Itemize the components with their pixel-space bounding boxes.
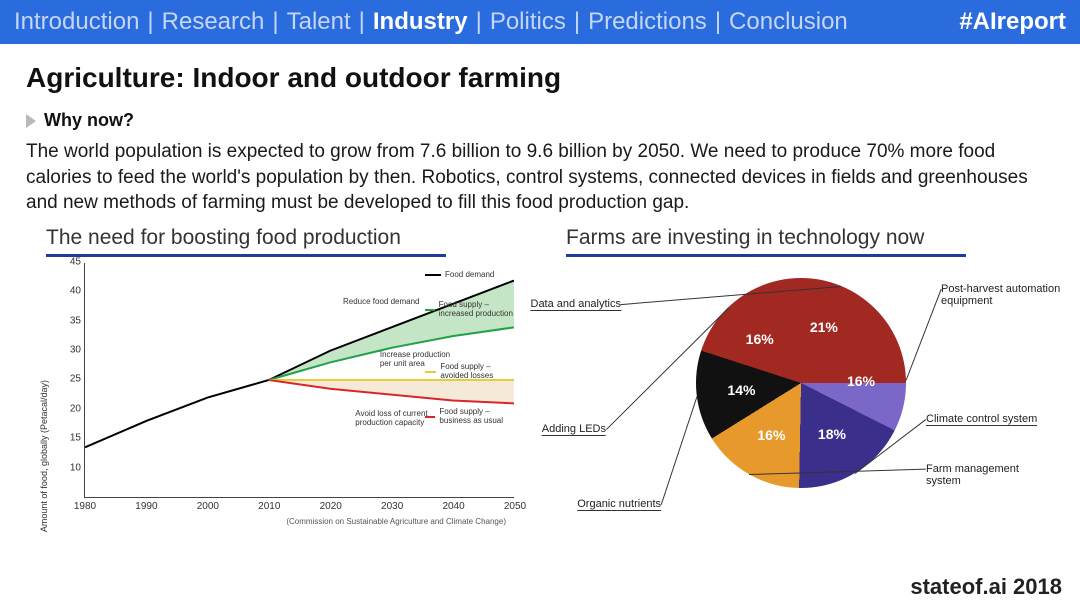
- xtick: 2030: [381, 497, 403, 512]
- ytick: 35: [70, 315, 85, 326]
- nav-tab-predictions[interactable]: Predictions: [588, 8, 707, 36]
- pie-chart: 21%16%18%16%14%16% Data and analyticsPos…: [566, 263, 1036, 513]
- chart-annotation: Reduce food demand: [343, 298, 420, 307]
- ytick: 15: [70, 433, 85, 444]
- pie-chart-block: Farms are investing in technology now 21…: [566, 226, 1036, 513]
- ytick: 45: [70, 256, 85, 267]
- top-nav: Introduction|Research|Talent|Industry|Po…: [0, 0, 1080, 44]
- legend-label: Food supply – increased production: [439, 301, 515, 319]
- line-chart-title: The need for boosting food production: [46, 226, 446, 257]
- legend-item: Food supply – increased production: [425, 301, 515, 319]
- xtick: 2040: [442, 497, 464, 512]
- pie-slice-percent: 14%: [727, 382, 755, 398]
- ytick: 30: [70, 345, 85, 356]
- legend-swatch-icon: [425, 371, 436, 373]
- legend-swatch-icon: [425, 274, 441, 276]
- pie-slice-percent: 16%: [746, 331, 774, 347]
- pie-slice-percent: 21%: [810, 319, 838, 335]
- footer-brand: stateof.ai 2018: [910, 574, 1062, 600]
- legend-item: Food supply – business as usual: [425, 408, 515, 426]
- line-chart-block: The need for boosting food production Am…: [46, 226, 506, 513]
- page-title: Agriculture: Indoor and outdoor farming: [26, 62, 1054, 94]
- pie-slice-percent: 18%: [818, 426, 846, 442]
- ytick: 25: [70, 374, 85, 385]
- legend-label: Food supply – business as usual: [439, 408, 515, 426]
- nav-separator: |: [139, 8, 161, 36]
- legend-item: Food demand: [425, 271, 515, 280]
- pie-slice-percent: 16%: [847, 373, 875, 389]
- xtick: 2020: [320, 497, 342, 512]
- ytick: 40: [70, 286, 85, 297]
- pie-connector-line: [661, 396, 698, 505]
- line-chart-caption: (Commission on Sustainable Agriculture a…: [286, 517, 506, 526]
- ytick: 10: [70, 462, 85, 473]
- nav-tab-introduction[interactable]: Introduction: [14, 8, 139, 36]
- line-chart: 1015202530354045198019902000201020202030…: [84, 263, 514, 498]
- xtick: 2010: [258, 497, 280, 512]
- pie-callout-label: Organic nutrients: [577, 498, 661, 511]
- xtick: 2050: [504, 497, 526, 512]
- pie-callout-label: Post-harvest automationequipment: [941, 283, 1060, 307]
- legend-label: Food demand: [445, 271, 494, 280]
- subhead-text: Why now?: [44, 110, 134, 131]
- nav-tab-politics[interactable]: Politics: [490, 8, 566, 36]
- legend-swatch-icon: [425, 309, 435, 311]
- pie-callout-label: Climate control system: [926, 413, 1037, 426]
- nav-separator: |: [468, 8, 490, 36]
- nav-separator: |: [351, 8, 373, 36]
- chart-annotation: Avoid loss of currentproduction capacity: [355, 410, 427, 428]
- section-subhead: Why now?: [26, 110, 1054, 131]
- pie-connector-line: [905, 289, 941, 380]
- legend-label: Food supply – avoided losses: [440, 363, 515, 381]
- pie-callout-label: Data and analytics: [531, 298, 622, 311]
- pie-callout-label: Adding LEDs: [542, 423, 606, 436]
- nav-tab-talent[interactable]: Talent: [287, 8, 351, 36]
- legend-item: Food supply – avoided losses: [425, 363, 515, 381]
- triangle-bullet-icon: [26, 114, 36, 128]
- xtick: 1980: [74, 497, 96, 512]
- xtick: 1990: [135, 497, 157, 512]
- nav-hashtag: #AIreport: [959, 8, 1066, 36]
- nav-tab-industry[interactable]: Industry: [373, 8, 468, 36]
- nav-separator: |: [264, 8, 286, 36]
- ytick: 20: [70, 403, 85, 414]
- nav-tab-research[interactable]: Research: [162, 8, 265, 36]
- nav-separator: |: [707, 8, 729, 36]
- line-chart-ylabel: Amount of food, globally (Petacal/day): [39, 380, 49, 532]
- xtick: 2000: [197, 497, 219, 512]
- pie-callout-label: Farm managementsystem: [926, 463, 1019, 487]
- nav-tabs: Introduction|Research|Talent|Industry|Po…: [14, 8, 848, 36]
- legend-swatch-icon: [425, 416, 435, 418]
- pie-slice-percent: 16%: [757, 427, 785, 443]
- nav-separator: |: [566, 8, 588, 36]
- nav-tab-conclusion[interactable]: Conclusion: [729, 8, 848, 36]
- body-paragraph: The world population is expected to grow…: [26, 139, 1054, 216]
- slide-content: Agriculture: Indoor and outdoor farming …: [0, 44, 1080, 513]
- pie-chart-title: Farms are investing in technology now: [566, 226, 966, 257]
